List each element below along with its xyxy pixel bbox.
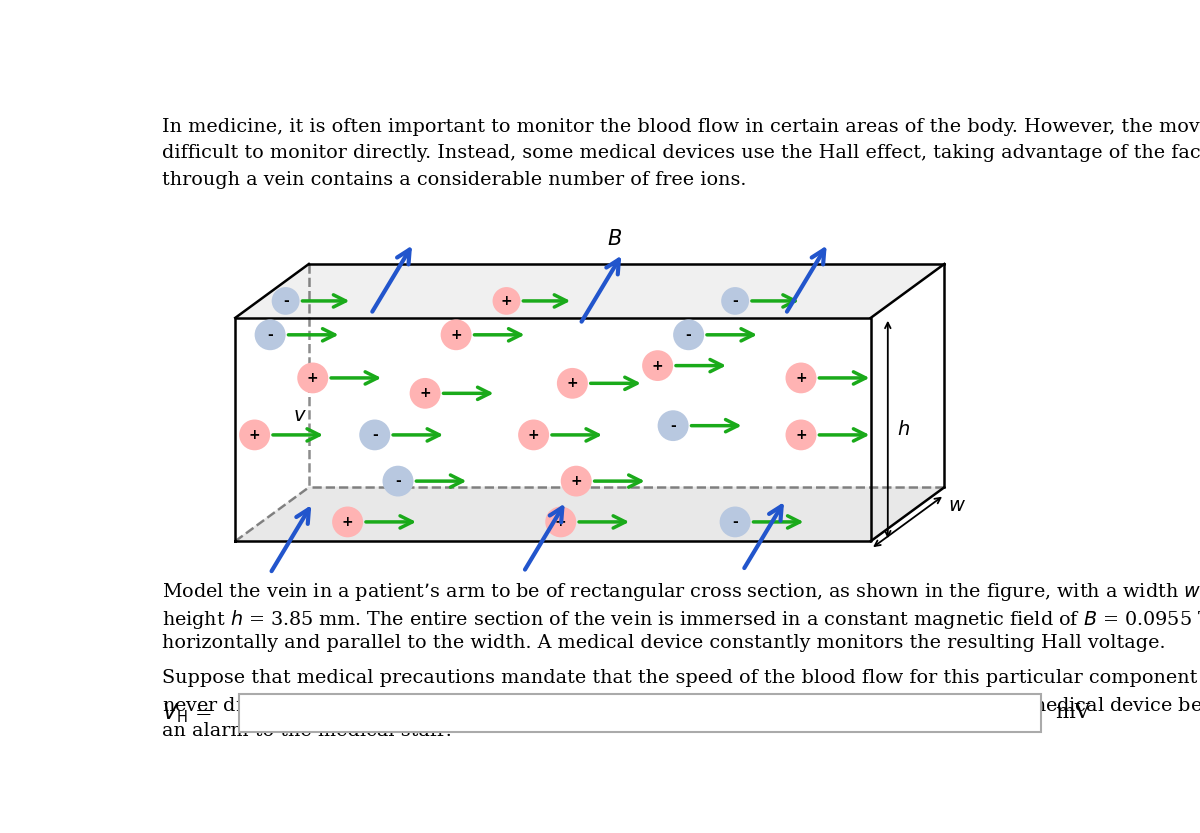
- Circle shape: [440, 319, 472, 350]
- Text: -: -: [671, 419, 676, 432]
- Circle shape: [518, 420, 550, 451]
- Circle shape: [673, 319, 704, 350]
- Text: +: +: [500, 294, 512, 308]
- Circle shape: [271, 287, 300, 315]
- Text: $V_{\mathrm{H}}$ =: $V_{\mathrm{H}}$ =: [162, 701, 211, 725]
- Circle shape: [254, 319, 286, 350]
- Circle shape: [409, 378, 440, 409]
- Circle shape: [332, 506, 364, 537]
- Text: +: +: [419, 387, 431, 401]
- Circle shape: [383, 466, 414, 496]
- Text: -: -: [685, 328, 691, 342]
- Text: +: +: [796, 428, 806, 442]
- Polygon shape: [235, 487, 944, 541]
- Circle shape: [239, 420, 270, 451]
- Text: +: +: [342, 515, 354, 529]
- FancyBboxPatch shape: [239, 694, 1042, 732]
- Text: $B$: $B$: [607, 229, 623, 249]
- Text: -: -: [372, 428, 378, 442]
- Text: Suppose that medical precautions mandate that the speed of the blood flow for th: Suppose that medical precautions mandate…: [162, 669, 1200, 686]
- Text: height $h$ = 3.85 mm. The entire section of the vein is immersed in a constant m: height $h$ = 3.85 mm. The entire section…: [162, 608, 1200, 631]
- Text: +: +: [307, 371, 318, 385]
- Text: +: +: [566, 377, 578, 391]
- Text: horizontally and parallel to the width. A medical device constantly monitors the: horizontally and parallel to the width. …: [162, 635, 1165, 652]
- Text: mV: mV: [1055, 703, 1090, 722]
- Text: +: +: [528, 428, 540, 442]
- Circle shape: [298, 362, 329, 393]
- Circle shape: [557, 368, 588, 399]
- Text: +: +: [450, 328, 462, 342]
- Text: never drop below 21.50 cm/s. At what minimum Hall voltage $V_{\mathrm{H}}$, in m: never drop below 21.50 cm/s. At what min…: [162, 696, 1200, 717]
- Text: -: -: [732, 515, 738, 529]
- Text: -: -: [395, 474, 401, 488]
- Text: +: +: [796, 371, 806, 385]
- Text: +: +: [652, 359, 664, 372]
- Text: +: +: [570, 474, 582, 488]
- Text: +: +: [554, 515, 566, 529]
- Text: -: -: [732, 294, 738, 308]
- Text: -: -: [283, 294, 288, 308]
- Circle shape: [786, 420, 816, 451]
- Circle shape: [359, 420, 390, 451]
- Circle shape: [492, 287, 521, 315]
- Text: an alarm to the medical staff?: an alarm to the medical staff?: [162, 721, 454, 740]
- Circle shape: [560, 466, 592, 496]
- Circle shape: [721, 287, 749, 315]
- Circle shape: [720, 506, 751, 537]
- Text: through a vein contains a considerable number of free ions.: through a vein contains a considerable n…: [162, 171, 746, 189]
- Text: $h$: $h$: [898, 420, 910, 439]
- Polygon shape: [235, 264, 944, 318]
- Text: -: -: [268, 328, 274, 342]
- Circle shape: [786, 362, 816, 393]
- Text: $v$: $v$: [293, 407, 307, 426]
- Text: In medicine, it is often important to monitor the blood flow in certain areas of: In medicine, it is often important to mo…: [162, 117, 1200, 136]
- Text: +: +: [248, 428, 260, 442]
- Text: difficult to monitor directly. Instead, some medical devices use the Hall effect: difficult to monitor directly. Instead, …: [162, 144, 1200, 162]
- Text: Model the vein in a patient’s arm to be of rectangular cross section, as shown i: Model the vein in a patient’s arm to be …: [162, 581, 1200, 603]
- Circle shape: [545, 506, 576, 537]
- Text: $w$: $w$: [948, 496, 966, 515]
- Circle shape: [642, 350, 673, 381]
- Circle shape: [658, 411, 689, 441]
- Polygon shape: [235, 318, 871, 541]
